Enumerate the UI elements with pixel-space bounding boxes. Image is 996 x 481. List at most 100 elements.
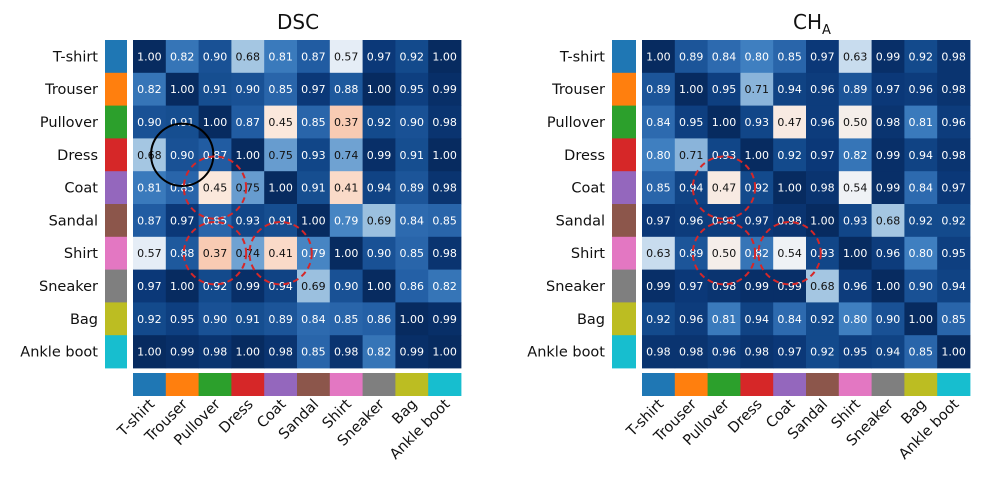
cha-cell [806,335,840,369]
cha-cell-value: 0.92 [909,214,934,227]
cha-cell-value: 0.85 [646,182,671,195]
cha-cell-value: 1.00 [941,346,966,359]
dsc-cell [395,269,429,303]
dsc-cell [329,138,363,172]
dsc-cell-value: 0.79 [301,247,326,260]
cha-row-color-swatch [612,171,636,205]
dsc-cell [362,335,396,369]
dsc-cell [231,302,265,336]
dsc-cell-value: 1.00 [170,280,195,293]
dsc-cell-value: 1.00 [432,50,457,63]
cha-cell-value: 0.92 [909,50,934,63]
cha-cell-value: 0.80 [745,50,770,63]
dsc-cell-value: 1.00 [432,149,457,162]
cha-cell-value: 0.96 [843,280,868,293]
dsc-cell-value: 0.87 [236,116,261,129]
dsc-row-color-swatch [105,302,127,336]
cha-cell-value: 0.93 [843,214,868,227]
cha-cell-value: 0.99 [745,280,770,293]
dsc-cell [329,72,363,106]
dsc-cell-value: 0.82 [137,83,162,96]
cha-cell [871,236,905,270]
cha-cell [642,335,676,369]
dsc-cell [165,335,199,369]
cha-cell-value: 0.84 [646,116,671,129]
dsc-col-color-swatch [165,373,199,396]
cha-cell-value: 0.92 [810,346,835,359]
dsc-cell [165,171,199,205]
dsc-cell-value: 0.90 [137,116,162,129]
cha-cell-value: 0.54 [777,247,802,260]
cha-cell [642,269,676,303]
cha-cell [773,105,807,139]
cha-col-color-swatch [937,373,971,396]
dsc-cell [329,105,363,139]
cha-cell [773,171,807,205]
dsc-cell [428,269,462,303]
dsc-cell [264,204,298,238]
dsc-row-label: Ankle boot [20,345,98,361]
dsc-row-label: T-shirt [52,49,98,65]
cha-cell [674,105,708,139]
cha-cell [740,302,774,336]
dsc-row-label: Bag [70,312,98,328]
dsc-title: DSC [277,10,319,34]
dsc-cell-value: 1.00 [301,214,326,227]
dsc-cell [231,72,265,106]
dsc-cell-value: 0.98 [432,182,457,195]
dsc-cell [264,302,298,336]
cha-cell-value: 0.92 [941,214,966,227]
cha-row-color-swatch [612,335,636,369]
dsc-cell-value: 1.00 [236,346,261,359]
cha-cell-value: 0.94 [679,182,704,195]
cha-cell [871,302,905,336]
cha-cell [642,105,676,139]
cha-cell [806,72,840,106]
cha-cell-value: 0.85 [941,313,966,326]
dsc-cell [165,302,199,336]
cha-cell [838,269,872,303]
dsc-cell-value: 0.37 [203,247,228,260]
dsc-cell [362,138,396,172]
cha-row-color-swatch [612,72,636,106]
cha-col-color-swatch [806,373,840,396]
dsc-cell-value: 0.88 [334,83,359,96]
dsc-row-color-swatch [105,335,127,369]
dsc-cell [133,138,167,172]
dsc-cell-value: 0.93 [236,214,261,227]
cha-title: CHA [793,10,831,38]
cha-cell [707,269,741,303]
cha-cell [838,40,872,74]
dsc-cell [428,105,462,139]
cha-cell-value: 0.99 [646,280,671,293]
cha-cell-value: 0.99 [876,50,901,63]
dsc-cell-value: 0.74 [334,149,359,162]
cha-cell [871,269,905,303]
dsc-cell-value: 0.97 [137,280,162,293]
cha-cell-value: 0.85 [909,346,934,359]
dsc-cell-value: 0.69 [367,214,392,227]
cha-row-color-swatch [612,236,636,270]
dsc-cell-value: 0.45 [203,182,228,195]
dsc-cell [165,72,199,106]
dsc-cell-value: 0.95 [400,83,425,96]
cha-row-color-swatch [612,40,636,74]
cha-cell-value: 0.94 [909,149,934,162]
dsc-col-color-swatch [395,373,429,396]
cha-cell-value: 0.92 [745,182,770,195]
dsc-cell [395,171,429,205]
dsc-cell [297,40,331,74]
dsc-cell-value: 0.69 [301,280,326,293]
cha-row-color-swatch [612,302,636,336]
dsc-cell [264,335,298,369]
cha-cell [937,236,971,270]
cha-cell-value: 0.98 [777,214,802,227]
dsc-cell [362,171,396,205]
cha-title-subscript: A [822,23,831,38]
dsc-col-color-swatch [428,373,462,396]
dsc-cell [264,236,298,270]
cha-row-label: Bag [577,312,605,328]
dsc-cell [329,269,363,303]
dsc-cell-value: 0.87 [203,149,228,162]
cha-cell [838,105,872,139]
